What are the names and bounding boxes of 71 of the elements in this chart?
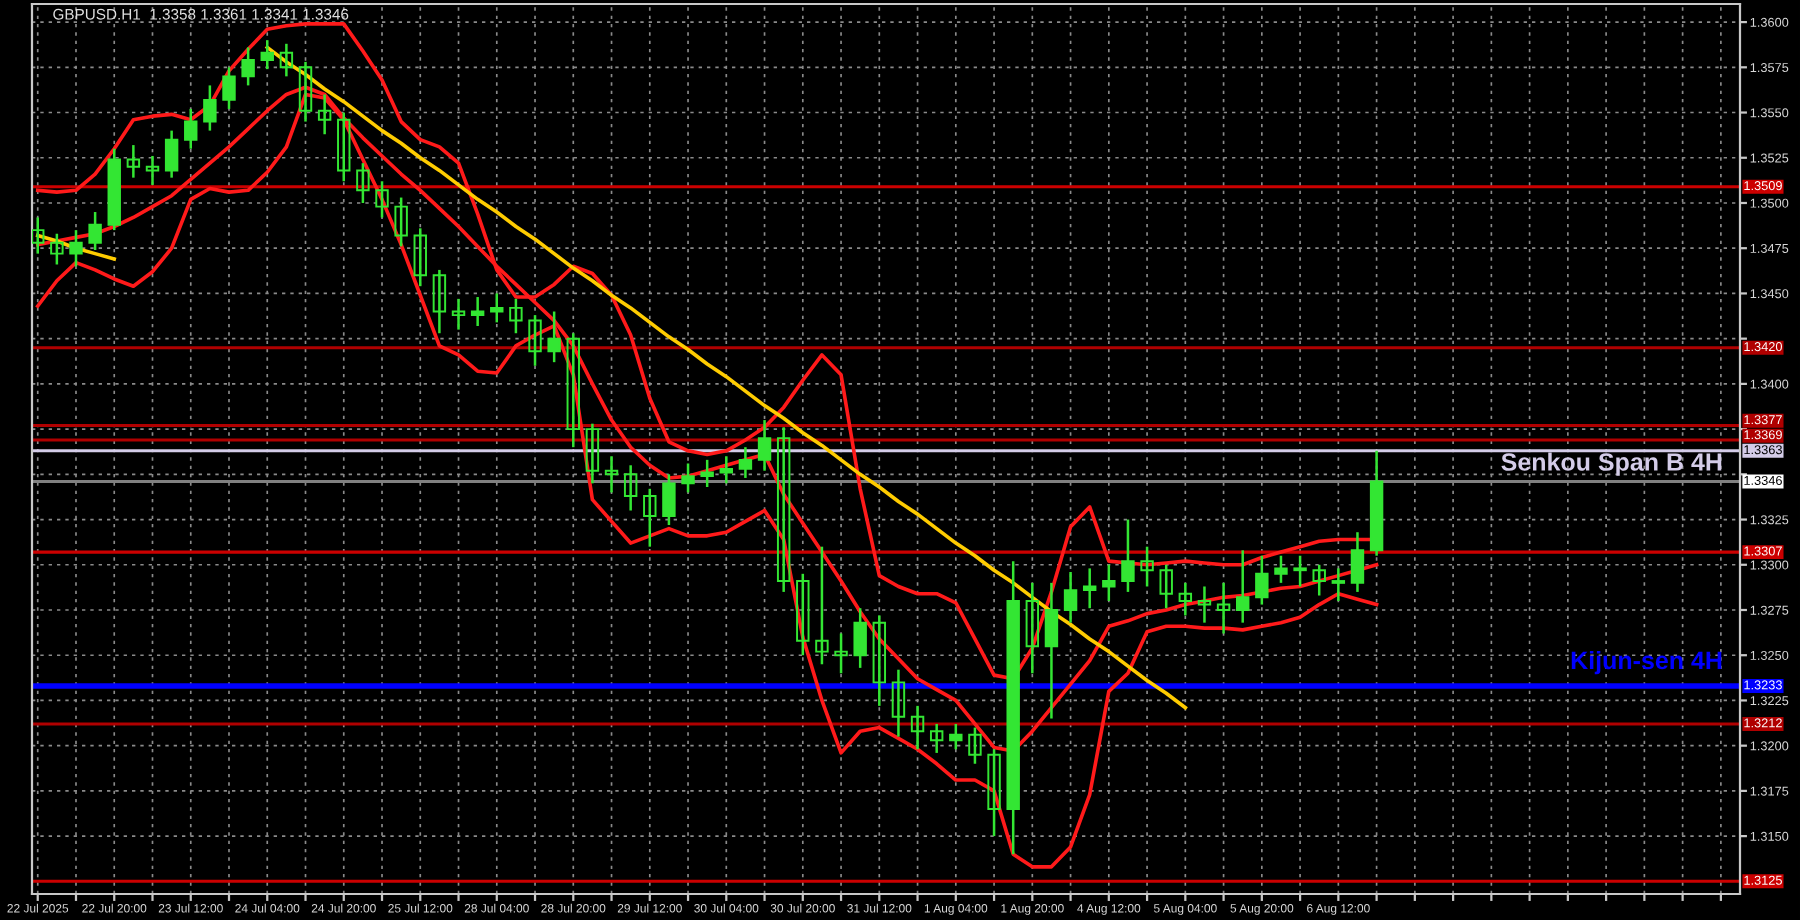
candlestick	[528, 313, 542, 368]
candlestick	[681, 462, 695, 494]
candlestick	[88, 210, 102, 252]
candlestick	[547, 310, 561, 364]
candlestick	[1255, 554, 1269, 606]
candlestick	[184, 107, 198, 150]
candlestick	[1312, 563, 1326, 597]
candlestick	[337, 111, 351, 183]
candlestick	[834, 632, 848, 675]
candlestick	[1121, 518, 1135, 594]
candlestick	[1350, 530, 1365, 594]
candlestick	[872, 614, 887, 708]
candlestick	[69, 228, 83, 268]
candlestick	[32, 216, 45, 255]
candlestick	[164, 129, 179, 179]
candlestick	[662, 473, 676, 527]
candlestick	[796, 572, 810, 657]
candlestick	[1274, 554, 1288, 585]
candlestick	[413, 227, 427, 288]
candlestick	[1216, 581, 1231, 635]
candlestick	[1140, 545, 1154, 588]
candlestick	[853, 606, 867, 670]
candlestick	[643, 487, 657, 548]
candlestick	[757, 418, 772, 472]
candlestick	[815, 545, 829, 666]
candlestick	[432, 268, 447, 335]
candlestick	[1082, 567, 1097, 610]
candlestick	[719, 454, 733, 485]
candlestick	[375, 180, 389, 219]
candlestick	[260, 38, 274, 71]
candlestick	[222, 66, 236, 111]
candlestick	[1178, 581, 1193, 617]
candlestick	[50, 232, 64, 266]
candlestick	[929, 722, 944, 755]
candlestick	[241, 46, 255, 87]
line-series	[265, 45, 1188, 710]
candlestick	[203, 84, 217, 132]
candlestick	[126, 143, 141, 179]
candlestick	[317, 93, 332, 136]
candlestick	[451, 297, 466, 331]
candlestick	[1102, 563, 1116, 603]
candlestick	[1236, 549, 1250, 624]
candlestick	[987, 748, 1001, 838]
candlestick	[279, 42, 294, 78]
candlestick	[623, 464, 638, 512]
candlestick	[700, 458, 714, 489]
candlestick	[490, 292, 504, 324]
candlestick	[585, 422, 600, 485]
candlestick	[891, 668, 906, 738]
candlestick	[356, 161, 370, 205]
candlestick	[1197, 585, 1212, 624]
candlestick	[394, 196, 408, 248]
candlestick	[949, 722, 963, 751]
candlestick	[604, 454, 619, 494]
candlestick	[1044, 581, 1059, 720]
candlestick	[968, 726, 982, 766]
candlestick	[298, 60, 313, 123]
candlestick	[145, 154, 160, 187]
candlestick	[1331, 567, 1346, 603]
candlestick	[910, 704, 925, 751]
candlestick	[1025, 581, 1040, 675]
candlestick	[470, 295, 485, 328]
candlestick	[509, 297, 523, 335]
candlestick	[1159, 563, 1173, 610]
annotation: Kijun-sen 4H	[1571, 650, 1722, 675]
annotation: Senkou Span B 4H	[1501, 452, 1722, 476]
candlestick	[738, 445, 753, 480]
candlestick	[566, 331, 580, 449]
candlestick	[1063, 570, 1078, 624]
candlestick	[1293, 554, 1307, 588]
candlestick	[776, 426, 791, 594]
